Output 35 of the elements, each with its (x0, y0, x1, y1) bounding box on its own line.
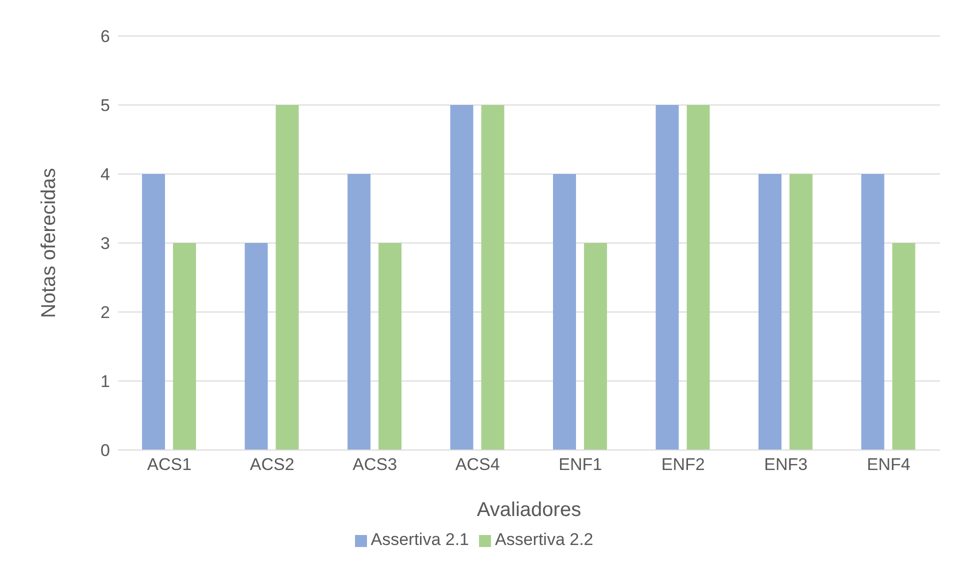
bar (173, 243, 196, 450)
bar (758, 174, 782, 450)
bar (348, 174, 370, 450)
bar (686, 105, 710, 450)
y-tick-label: 0 (100, 441, 110, 460)
x-tick-label: ENF4 (866, 455, 910, 474)
x-tick-label: ENF2 (661, 455, 705, 474)
y-tick-label: 4 (100, 165, 110, 184)
bar (656, 105, 679, 450)
y-axis-title: Notas oferecidas (38, 168, 60, 318)
legend-label: Assertiva 2.2 (495, 530, 594, 549)
y-tick-label: 1 (100, 372, 110, 392)
bar (481, 105, 504, 450)
y-tick-label: 3 (100, 234, 110, 254)
bar (790, 174, 812, 450)
bar (892, 243, 916, 450)
bar (276, 105, 299, 450)
x-tick-label: ACS4 (455, 455, 500, 474)
y-tick-label: 6 (100, 27, 110, 46)
legend-label: Assertiva 2.1 (370, 530, 469, 549)
bar (553, 174, 576, 450)
x-tick-label: ACS1 (147, 455, 192, 474)
x-tick-label: ACS2 (250, 455, 294, 474)
bar (584, 243, 607, 450)
x-tick-label: ENF1 (558, 455, 602, 474)
x-tick-label: ENF3 (764, 455, 808, 474)
bar (244, 243, 268, 450)
bar (378, 243, 402, 450)
y-tick-label: 5 (100, 96, 110, 116)
x-axis-title: Avaliadores (476, 499, 582, 521)
x-tick-label: ACS3 (352, 455, 398, 474)
bar (861, 174, 884, 450)
bar (450, 105, 474, 450)
y-tick-label: 2 (100, 303, 110, 322)
bar (142, 174, 165, 450)
